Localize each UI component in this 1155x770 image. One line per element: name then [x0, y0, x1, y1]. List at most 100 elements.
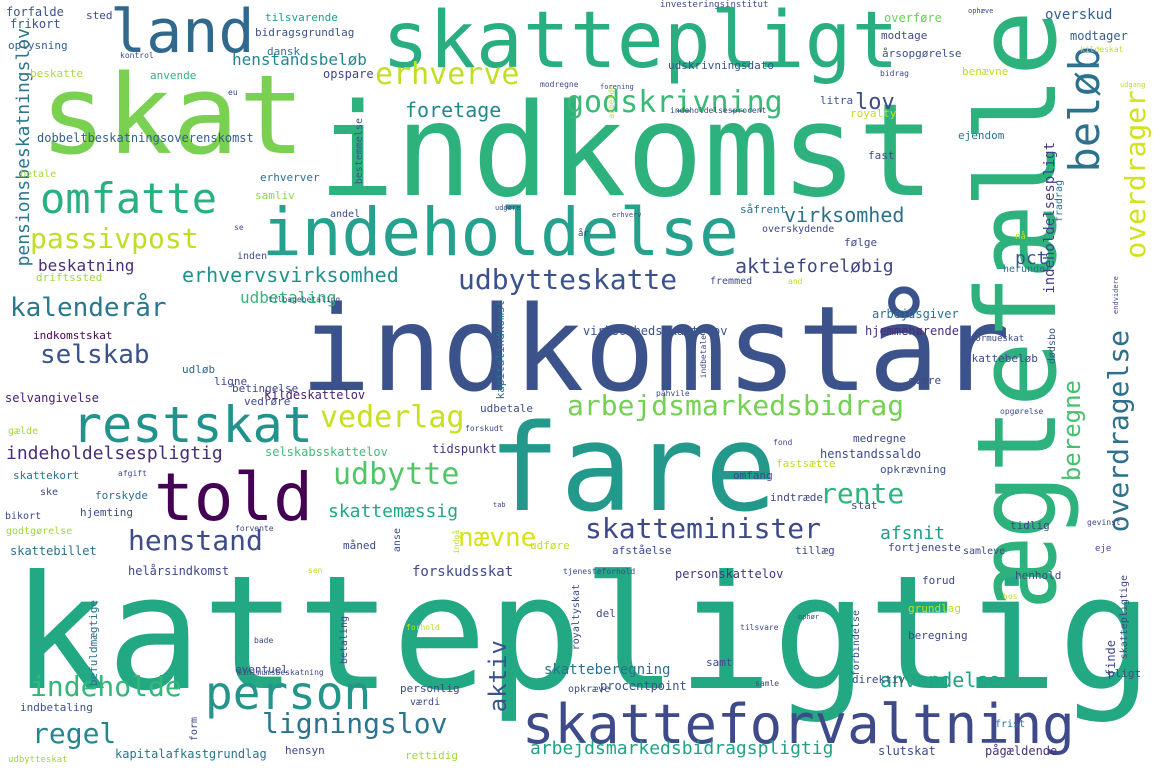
word-kontrol: kontrol	[120, 51, 154, 60]
word-overskydende: overskydende	[762, 224, 835, 235]
word-skattepligt: skattepligt	[382, 0, 899, 86]
word-samleve: samleve	[963, 546, 1006, 557]
word-aarsopgoerelse: årsopgørelse	[882, 47, 962, 60]
word-helaarsindkomst: helårsindkomst	[128, 564, 230, 578]
word-erhverve: erhverve	[375, 57, 520, 92]
word-overfoere: overføre	[884, 11, 942, 25]
word-selvangivelse: selvangivelse	[5, 391, 99, 405]
word-ligningslov: ligningslov	[262, 707, 448, 740]
word-opspare: opspare	[323, 67, 374, 81]
word-hjemting: hjemting	[80, 506, 133, 519]
word-beloeb: beløb	[1060, 46, 1109, 173]
word-litra: litra	[820, 94, 854, 107]
word-befuldmaegtige: befuldmægtige	[87, 600, 100, 687]
word-forskyde: forskyde	[95, 489, 148, 502]
word-pensionsbeskatningslov: pensionsbeskatningslov	[13, 28, 34, 267]
word-medregne: medregne	[853, 432, 906, 445]
word-tjenesteforhold: tjenesteforhold	[563, 567, 636, 576]
word-pct: pct	[1015, 248, 1048, 269]
word-sen: sen	[308, 566, 323, 575]
word-svare: svare	[908, 374, 942, 387]
word-skattekort: skattekort	[13, 469, 80, 482]
word-kildeskat: kildeskat	[1080, 45, 1124, 54]
word-tidlig: tidlig	[1010, 519, 1050, 532]
word-foelge: følge	[844, 236, 878, 249]
word-anse: anse	[392, 528, 403, 553]
word-person: person	[205, 666, 372, 720]
word-kildeskattelov: kildeskattelov	[264, 388, 366, 402]
word-fastsaette: fastsætte	[776, 457, 836, 470]
word-beregne: beregne	[1058, 380, 1086, 482]
word-forud: forud	[922, 574, 956, 587]
word-bidragsgrundlag: bidragsgrundlag	[255, 26, 355, 39]
word-aktiv: aktiv	[484, 640, 512, 713]
word-forbindelse: forbindelse	[851, 610, 862, 677]
word-saafrent: såfrent	[740, 203, 787, 216]
word-ske: ske	[40, 487, 59, 498]
word-virksomhedsskattelov: virksomhedsskattelov	[583, 324, 728, 338]
word-form: form	[189, 717, 200, 742]
word-stat: stat	[851, 499, 878, 512]
word-forvente: forvente	[235, 524, 274, 533]
word-udskrivningsdato: udskrivningsdato	[668, 59, 774, 72]
word-se: se	[234, 223, 244, 232]
word-indgaa: indgå	[452, 530, 461, 555]
word-paagaeldende: pågældende	[985, 744, 1058, 758]
word-omfang: omfang	[733, 469, 773, 482]
word-opkraevning: opkrævning	[880, 463, 947, 476]
word-frist: frist	[995, 719, 1026, 730]
word-modtager: modtager	[1070, 29, 1128, 43]
word-personlig: personlig	[400, 682, 460, 695]
word-hjemmehoerende: hjemmehørende	[865, 324, 959, 338]
word-henstandssaldo: henstandssaldo	[820, 447, 922, 461]
word-skattebillet: skattebillet	[10, 544, 97, 558]
word-indeholdelsesprocent: indeholdelsesprocent	[670, 106, 767, 115]
word-aegtefaelle: ægtefælle	[953, 10, 1081, 607]
word-overdrager: overdrager	[1119, 90, 1152, 259]
word-skatteforvaltning: skatteforvaltning	[522, 693, 1075, 756]
word-hensyn: hensyn	[285, 744, 325, 757]
word-afgift: afgift	[118, 469, 147, 478]
word-kapitalafkastgrundlag: kapitalafkastgrundlag	[115, 747, 267, 761]
word-ophaeve: ophæve	[968, 7, 994, 15]
word-forhold: forhold	[406, 623, 440, 632]
word-and: and	[788, 277, 803, 286]
word-del: del	[596, 607, 616, 620]
word-bade: bade	[254, 636, 274, 645]
word-told: told	[154, 459, 313, 536]
word-skattepligtige: skattepligtige	[1119, 575, 1130, 660]
word-arbejdsmarkedsbidrag: arbejdsmarkedsbidrag	[567, 389, 905, 422]
word-maaned: måned	[343, 539, 377, 552]
word-driftssted: driftssted	[36, 271, 103, 284]
word-modtage: modtage	[881, 29, 928, 42]
word-beskatning: beskatning	[38, 256, 135, 275]
word-gevinst: gevinst	[1087, 518, 1121, 527]
word-royaltyskat: royaltyskat	[571, 584, 582, 651]
word-dobbeltbeskatningsoverenskomst: dobbeltbeskatningsoverenskomst	[37, 131, 254, 145]
word-frikort: frikort	[10, 17, 61, 31]
word-passivpost: passivpost	[30, 222, 199, 255]
word-formueskat: formueskat	[970, 334, 1025, 344]
word-indkomstskat: indkomstskat	[33, 329, 113, 342]
word-tilsvare: tilsvare	[740, 623, 779, 632]
word-selskabsskattelov: selskabsskattelov	[265, 445, 388, 459]
word-hos: hos	[1003, 592, 1018, 601]
word-udbytteskatte: udbytteskatte	[458, 263, 678, 296]
word-virksomhed: virksomhed	[784, 203, 905, 227]
word-vedroere: vedrøre	[244, 395, 291, 408]
word-gaelde: gælde	[8, 426, 39, 437]
word-vederlag: vederlag	[320, 400, 465, 435]
word-oplysning: oplysning	[8, 39, 68, 52]
word-bidrag: bidrag	[880, 69, 909, 78]
word-inden: inden	[237, 251, 268, 262]
word-udloeb: udløb	[182, 363, 216, 376]
word-dansk: dansk	[267, 45, 301, 58]
word-fast: fast	[868, 149, 895, 162]
word-tillaeg: tillæg	[795, 544, 835, 557]
word-bestemmelse: bestemmelse	[354, 118, 365, 185]
word-ophoer: ophør	[798, 613, 820, 621]
word-fradrag: fradrag	[1054, 180, 1065, 223]
word-betingelse: betingelse	[232, 382, 299, 395]
word-henstand: henstand	[128, 524, 263, 557]
word-betaling: betaling	[339, 616, 350, 665]
